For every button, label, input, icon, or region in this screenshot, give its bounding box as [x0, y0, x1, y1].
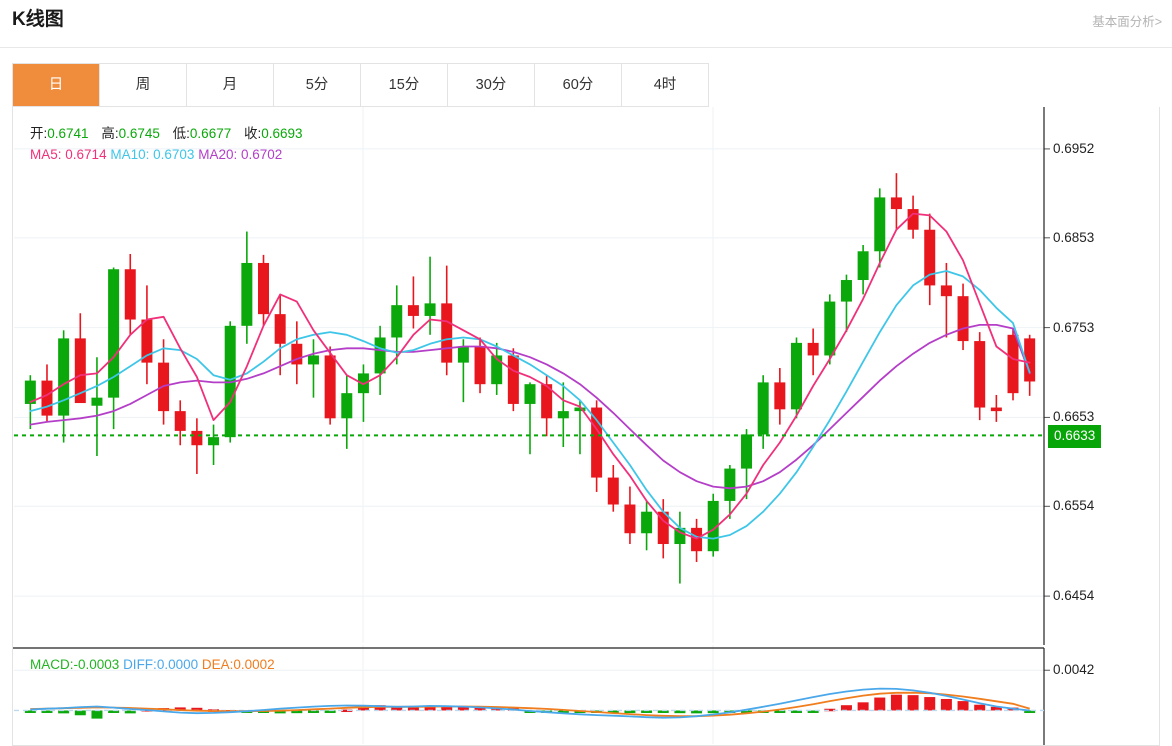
tab-7[interactable]: 4时 — [622, 64, 709, 106]
price-axis-tick: 0.6554 — [1053, 498, 1095, 514]
ma5-line — [29, 212, 1031, 540]
price-axis-tick: 0.6753 — [1053, 319, 1095, 335]
period-tabs[interactable]: 日周月 5分 15分 30分 60分 4时 — [12, 63, 709, 107]
chart-container[interactable]: 开:0.6741 高:0.6745 低:0.6677 收:0.6693 MA5:… — [12, 107, 1160, 746]
header-divider — [0, 47, 1172, 48]
price-axis-tick: 0.6653 — [1053, 409, 1095, 425]
kline-chart-svg[interactable] — [13, 107, 1159, 745]
macd-axis-tick: 0.0042 — [1053, 662, 1095, 678]
tab-5[interactable]: 30分 — [448, 64, 535, 106]
diff-line — [30, 687, 1030, 719]
tab-2[interactable]: 月 — [187, 64, 274, 106]
current-price-tag: 0.6633 — [1048, 425, 1102, 449]
page-title: K线图 — [12, 9, 64, 30]
price-axis-tick: 0.6454 — [1053, 588, 1095, 604]
price-axis-tick: 0.6952 — [1053, 140, 1095, 156]
tab-3[interactable]: 5分 — [274, 64, 361, 106]
tab-6[interactable]: 60分 — [535, 64, 622, 106]
price-axis-tick: 0.6853 — [1053, 229, 1095, 245]
candle-series — [24, 173, 1036, 584]
page-header: K线图 基本面分析> — [0, 0, 1172, 47]
ma20-line — [29, 323, 1031, 490]
fundamental-analysis-link[interactable]: 基本面分析> — [1092, 15, 1162, 29]
dea-line — [30, 691, 1030, 718]
tab-0[interactable]: 日 — [13, 64, 100, 106]
tab-4[interactable]: 15分 — [361, 64, 448, 106]
ma10-line — [29, 270, 1031, 540]
macd-histogram — [24, 694, 1036, 719]
tab-1[interactable]: 周 — [100, 64, 187, 106]
